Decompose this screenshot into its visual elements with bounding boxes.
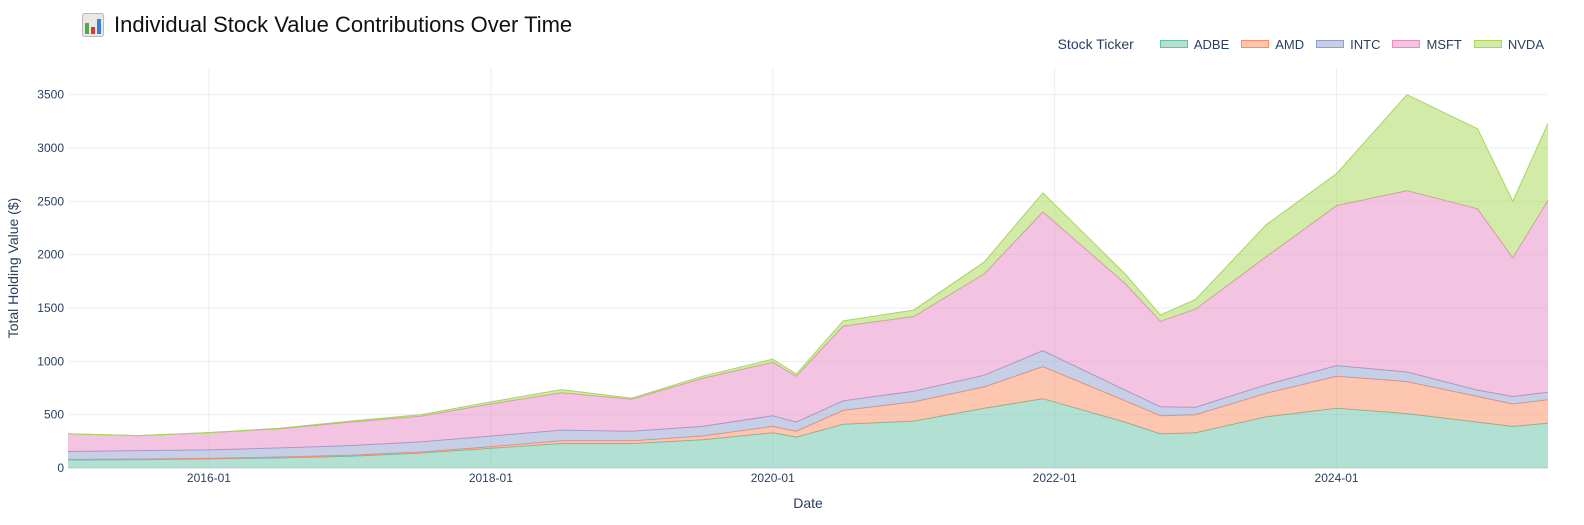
legend-label: NVDA [1507,36,1544,52]
y-tick-label: 3500 [37,88,64,102]
y-tick-label: 2500 [37,194,64,208]
chart-title-container: Individual Stock Value Contributions Ove… [82,12,572,38]
legend-title: Stock Ticker [1057,36,1134,52]
y-tick-label: 500 [44,408,64,422]
x-tick-label: 2024-01 [1315,471,1359,485]
line-nvda [67,94,1549,437]
area-adbe [68,398,1548,468]
legend-swatch [1241,40,1270,48]
y-axis-label: Total Holding Value ($) [5,198,21,339]
y-tick-label: 1500 [37,301,64,315]
legend-item-amd[interactable]: AMD [1241,37,1304,52]
legend-item-intc[interactable]: INTC [1316,37,1380,52]
legend-label: ADBE [1193,36,1230,52]
legend-swatch [1473,40,1502,48]
x-tick-label: 2020-01 [751,471,795,485]
area-amd [68,366,1548,460]
legend-label: MSFT [1426,36,1462,52]
legend-item-adbe[interactable]: ADBE [1159,36,1230,52]
legend-item-msft[interactable]: MSFT [1392,36,1462,52]
x-axis-label: Date [793,495,823,511]
bar-chart-emoji-icon [82,13,104,37]
legend-swatch [1316,40,1345,48]
x-tick-label: 2022-01 [1033,471,1077,485]
x-tick-label: 2016-01 [187,471,231,485]
legend-label: INTC [1350,36,1381,52]
y-tick-label: 1000 [37,354,64,368]
legend-swatch [1159,40,1188,48]
legend-label: AMD [1275,36,1305,52]
y-tick-label: 2000 [37,248,64,262]
area-msft [68,190,1548,452]
legend-swatch [1392,40,1421,48]
x-tick-label: 2018-01 [469,471,513,485]
chart-title: Individual Stock Value Contributions Ove… [114,12,573,37]
y-tick-label: 3000 [37,141,64,155]
area-nvda [68,94,1548,436]
legend-item-nvda[interactable]: NVDA [1473,36,1544,52]
y-tick-label: 0 [57,461,64,475]
chart-legend: Stock Ticker ADBE AMD INTC MSFT NVDA [1058,36,1544,52]
